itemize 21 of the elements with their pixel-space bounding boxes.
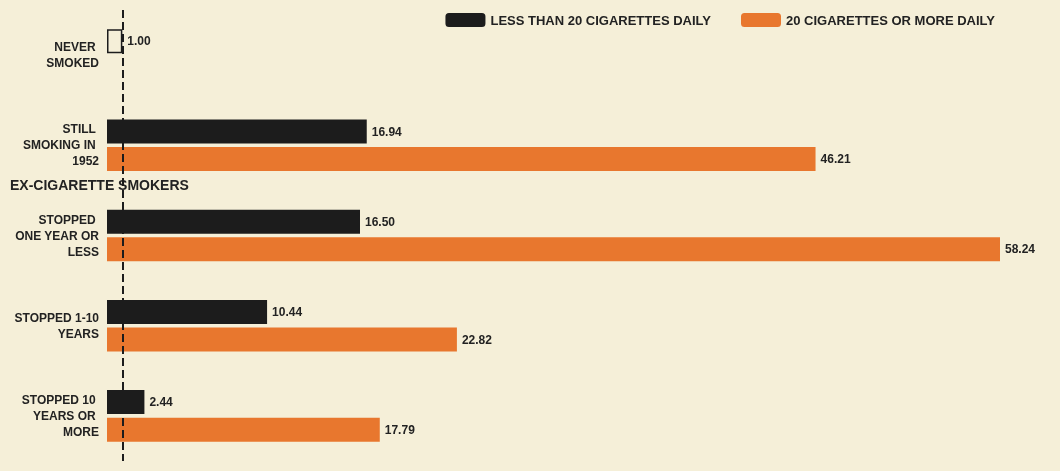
legend-label: LESS THAN 20 CIGARETTES DAILY [490, 12, 712, 28]
data-label: 16.50 [365, 214, 396, 229]
data-label: 16.94 [371, 124, 403, 139]
data-label: 17.79 [384, 422, 416, 437]
y-tick-label: STOPPED ONE YEAR OR LESS [15, 212, 100, 259]
data-label: 58.24 [1005, 242, 1036, 257]
bar [107, 147, 816, 172]
annotation: EX-CIGARETTE SMOKERS [10, 177, 189, 193]
bar [107, 237, 1000, 262]
data-label: 46.21 [820, 152, 851, 167]
y-tick-label: NEVER SMOKED [46, 40, 100, 71]
data-label: 1.00 [127, 34, 152, 49]
y-tick-label: STILL SMOKING IN 1952 [22, 122, 100, 169]
data-label: 22.82 [461, 332, 493, 347]
bar [107, 417, 380, 442]
y-tick-label: STOPPED 1-10 YEARS [14, 310, 100, 341]
data-label: 2.44 [149, 395, 174, 410]
data-label: 10.44 [272, 304, 303, 319]
bar [107, 327, 457, 352]
y-tick-label: STOPPED 10 YEARS OR MORE [21, 392, 99, 439]
legend-label: 20 CIGARETTES OR MORE DAILY [786, 12, 996, 28]
